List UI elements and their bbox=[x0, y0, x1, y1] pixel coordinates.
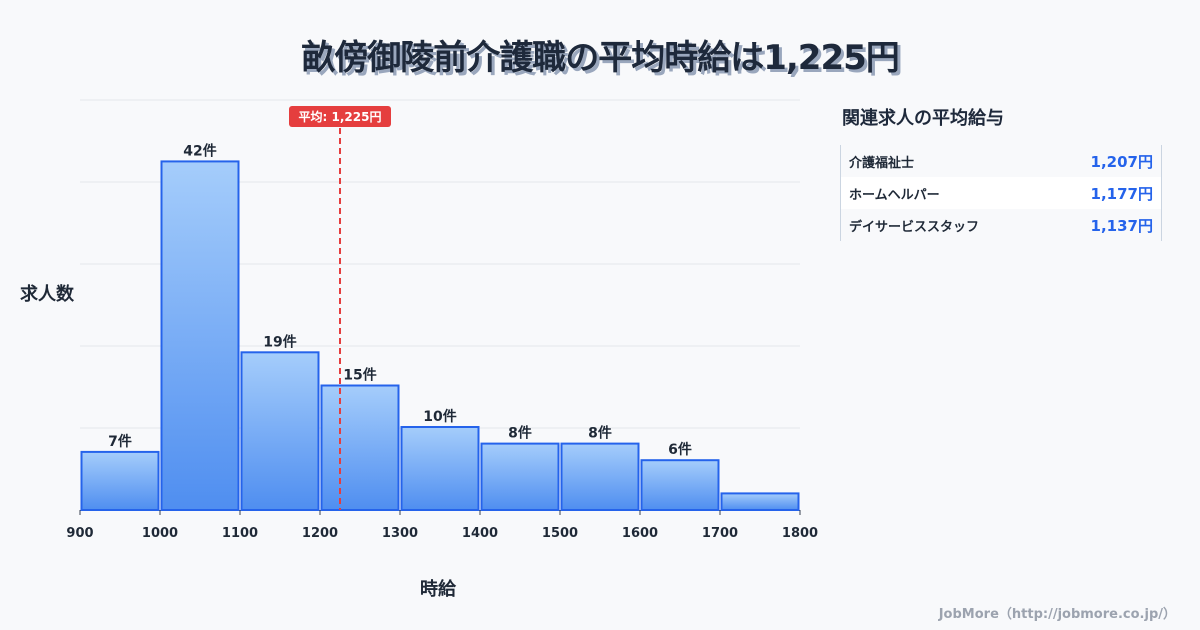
histogram-bar bbox=[720, 492, 800, 512]
histogram-bar bbox=[160, 160, 240, 512]
y-axis-label: 求人数 bbox=[20, 284, 74, 305]
histogram-bar bbox=[80, 450, 160, 511]
chart-title: 畝傍御陵前介護職の平均時給は1,225円 bbox=[301, 38, 900, 78]
bar-data-label: 7件 bbox=[108, 433, 132, 450]
average-label: 平均: 1,225円 bbox=[299, 109, 382, 124]
bar-data-label: 8件 bbox=[508, 425, 532, 442]
job-wage: 1,177円 bbox=[1090, 184, 1153, 203]
histogram-bar bbox=[400, 426, 480, 512]
histogram: 7件 42件 19件 15件 10件 8件 8件 6件 900 1000 1100 1200 1300 1… bbox=[66, 99, 818, 541]
x-tick-label: 1700 bbox=[702, 526, 738, 541]
job-name: ホームヘルパー bbox=[849, 187, 940, 203]
x-tick-label: 1500 bbox=[542, 526, 578, 541]
x-tick-label: 1600 bbox=[622, 526, 658, 541]
x-tick-label: 1000 bbox=[142, 526, 178, 541]
credit: JobMore（http://jobmore.co.jp/） bbox=[938, 607, 1176, 622]
related-jobs-title: 関連求人の平均給与 bbox=[842, 108, 1004, 129]
bar-data-label: 6件 bbox=[668, 441, 692, 458]
x-tick-label: 1400 bbox=[462, 526, 498, 541]
bar-data-label: 42件 bbox=[183, 142, 216, 159]
histogram-bar bbox=[240, 351, 320, 511]
table-row: デイサービススタッフ 1,137円 bbox=[841, 209, 1161, 241]
x-tick-label: 1100 bbox=[222, 526, 258, 541]
job-wage: 1,207円 bbox=[1090, 152, 1153, 171]
x-tick-label: 1800 bbox=[782, 526, 818, 541]
table-row: 介護福祉士 1,207円 bbox=[841, 145, 1161, 177]
histogram-bar bbox=[640, 459, 720, 511]
x-tick-label: 1300 bbox=[382, 526, 418, 541]
job-name: デイサービススタッフ bbox=[849, 219, 980, 235]
bar-data-label: 19件 bbox=[263, 333, 296, 350]
table-row: ホームヘルパー 1,177円 bbox=[841, 177, 1161, 209]
related-jobs-table: 介護福祉士 1,207円 ホームヘルパー 1,177円 デイサービススタッフ 1,13… bbox=[840, 145, 1162, 241]
bar-data-label: 8件 bbox=[588, 425, 612, 442]
x-axis-label: 時給 bbox=[420, 579, 456, 600]
bar-data-label: 10件 bbox=[423, 408, 456, 425]
x-tick-label: 1200 bbox=[302, 526, 338, 541]
histogram-bar bbox=[480, 442, 560, 511]
bar-data-label: 15件 bbox=[343, 367, 376, 384]
job-wage: 1,137円 bbox=[1090, 216, 1153, 235]
x-tick-label: 900 bbox=[66, 526, 93, 541]
job-name: 介護福祉士 bbox=[849, 155, 915, 171]
histogram-bar bbox=[560, 442, 640, 511]
histogram-bar bbox=[320, 384, 400, 511]
average-badge bbox=[289, 106, 391, 127]
